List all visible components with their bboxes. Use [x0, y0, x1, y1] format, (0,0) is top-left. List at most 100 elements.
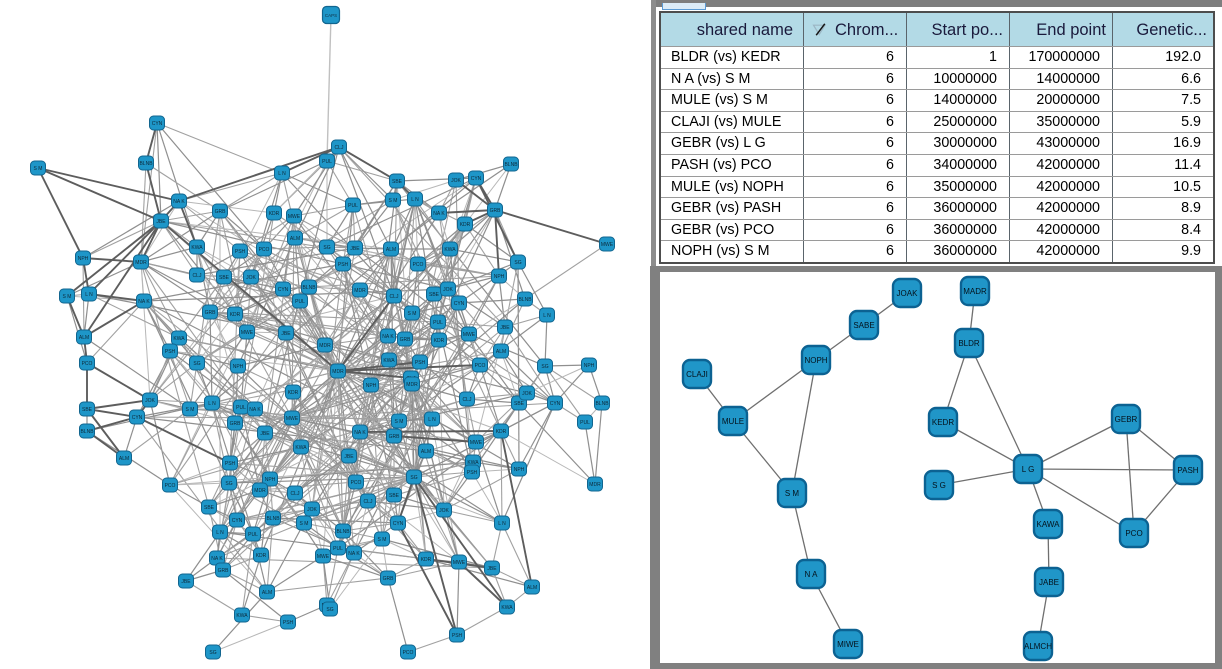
svg-text:GRB: GRB [205, 310, 217, 316]
svg-text:ALM: ALM [527, 585, 537, 591]
svg-text:BLNB: BLNB [504, 162, 518, 168]
svg-text:SG: SG [209, 650, 216, 656]
svg-text:MDR: MDR [254, 488, 266, 494]
svg-text:S M: S M [395, 419, 404, 425]
svg-text:KWA: KWA [467, 460, 479, 466]
svg-text:GRB: GRB [215, 209, 227, 215]
svg-text:MWE: MWE [286, 416, 299, 422]
svg-text:N A: N A [805, 570, 819, 579]
svg-text:KWA: KWA [383, 358, 395, 364]
svg-text:KDR: KDR [460, 222, 471, 228]
svg-text:PCO: PCO [475, 363, 486, 369]
svg-text:PSH: PSH [338, 262, 349, 268]
svg-text:MWE: MWE [470, 440, 483, 446]
svg-text:SBE: SBE [219, 275, 230, 281]
svg-text:GRB: GRB [218, 568, 230, 574]
svg-text:SG: SG [541, 364, 548, 370]
svg-text:PCO: PCO [259, 247, 270, 253]
svg-text:S G: S G [932, 481, 946, 490]
svg-text:JOK: JOK [439, 508, 449, 514]
svg-text:PUL: PUL [333, 546, 343, 552]
svg-text:CYN: CYN [550, 401, 561, 407]
svg-text:SG: SG [326, 607, 333, 613]
svg-text:KDR: KDR [256, 553, 267, 559]
svg-text:NPH: NPH [514, 467, 525, 473]
svg-text:L N: L N [216, 530, 224, 536]
svg-text:CYN: CYN [471, 176, 482, 182]
svg-text:KDR: KDR [230, 312, 241, 318]
svg-text:MDR: MDR [332, 369, 344, 375]
svg-text:MIWE: MIWE [837, 640, 859, 649]
svg-text:JBE: JBE [156, 219, 166, 225]
svg-text:NA K: NA K [433, 211, 445, 217]
svg-text:CLJ: CLJ [335, 145, 344, 151]
svg-text:SBE: SBE [392, 179, 403, 185]
svg-text:KDR: KDR [434, 338, 445, 344]
svg-text:PCO: PCO [165, 483, 176, 489]
svg-text:NPH: NPH [366, 383, 377, 389]
svg-text:S M: S M [34, 166, 43, 172]
svg-text:NOPH: NOPH [804, 356, 827, 365]
svg-text:L N: L N [411, 197, 419, 203]
svg-text:NPH: NPH [494, 274, 505, 280]
svg-text:CLJ: CLJ [390, 294, 399, 300]
svg-text:GRB: GRB [383, 576, 395, 582]
svg-text:NA K: NA K [138, 299, 150, 305]
svg-text:NA K: NA K [354, 430, 366, 436]
svg-text:PUL: PUL [580, 420, 590, 426]
svg-text:BLNB: BLNB [302, 285, 316, 291]
svg-text:CLJ: CLJ [463, 397, 472, 403]
svg-text:PCO: PCO [413, 262, 424, 268]
svg-text:SG: SG [193, 361, 200, 367]
svg-text:KWA: KWA [173, 336, 185, 342]
svg-text:MDR: MDR [135, 260, 147, 266]
svg-text:S M: S M [378, 537, 387, 543]
svg-text:ALM: ALM [290, 236, 300, 242]
svg-text:NA K: NA K [173, 199, 185, 205]
svg-text:S M: S M [186, 407, 195, 413]
svg-text:GRB: GRB [230, 421, 242, 427]
svg-text:CLJ: CLJ [193, 273, 202, 279]
svg-text:KWA: KWA [236, 613, 248, 619]
svg-text:PUL: PUL [248, 532, 258, 538]
svg-text:ALM: ALM [496, 349, 506, 355]
svg-text:JOAK: JOAK [897, 289, 919, 298]
svg-text:KWA: KWA [444, 247, 456, 253]
svg-text:MWE: MWE [317, 554, 330, 560]
svg-text:CYN: CYN [393, 521, 404, 527]
svg-text:CYN: CYN [454, 301, 465, 307]
svg-text:JOK: JOK [145, 398, 155, 404]
svg-text:KDR: KDR [269, 211, 280, 217]
svg-text:NPH: NPH [78, 256, 89, 262]
svg-text:L N: L N [85, 292, 93, 298]
svg-text:JOK: JOK [522, 391, 532, 397]
svg-text:SG: SG [225, 481, 232, 487]
svg-text:PCO: PCO [1125, 529, 1142, 538]
svg-text:JOK: JOK [443, 287, 453, 293]
svg-text:PSH: PSH [467, 470, 478, 476]
svg-text:PSH: PSH [452, 633, 463, 639]
svg-text:PUL: PUL [322, 159, 332, 165]
svg-text:KWA: KWA [191, 245, 203, 251]
svg-text:PSH: PSH [235, 249, 246, 255]
svg-text:JBE: JBE [350, 246, 360, 252]
svg-text:PSH: PSH [415, 360, 426, 366]
svg-text:CYN: CYN [152, 121, 163, 127]
svg-text:ALMCH: ALMCH [1024, 642, 1052, 651]
svg-text:SG: SG [410, 475, 417, 481]
svg-text:L N: L N [428, 417, 436, 423]
svg-text:SBE: SBE [82, 407, 93, 413]
svg-text:PUL: PUL [236, 405, 246, 411]
svg-text:S M: S M [389, 198, 398, 204]
svg-text:L G: L G [1022, 465, 1035, 474]
svg-text:KDR: KDR [288, 390, 299, 396]
svg-text:JBE: JBE [260, 431, 270, 437]
svg-text:MADR: MADR [963, 287, 987, 296]
svg-text:BLNB: BLNB [518, 297, 532, 303]
svg-text:MDR: MDR [589, 482, 601, 488]
svg-text:ALM: ALM [262, 590, 272, 596]
svg-text:NA K: NA K [382, 334, 394, 340]
svg-text:PUL: PUL [295, 299, 305, 305]
svg-text:JOK: JOK [307, 507, 317, 513]
svg-text:BLNB: BLNB [595, 401, 609, 407]
